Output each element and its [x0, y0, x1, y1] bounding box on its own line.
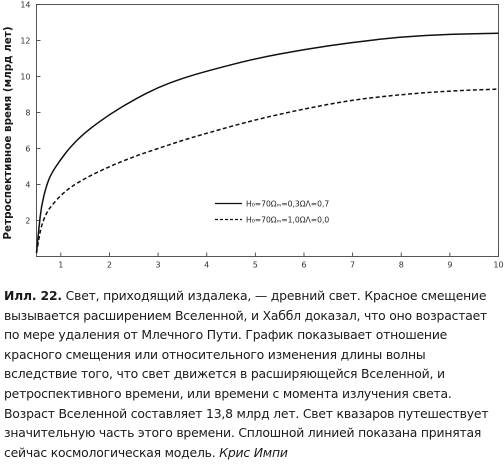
- y-tick-label: 14: [20, 1, 30, 10]
- caption-author: Крис Импи: [219, 444, 288, 460]
- y-axis-label: Ретроспективное время (млрд лет): [2, 26, 14, 239]
- x-tick-label: 5: [253, 261, 258, 270]
- caption-label: Илл. 22.: [4, 288, 62, 303]
- figure-caption: Илл. 22. Свет, приходящий издалека, — др…: [4, 286, 502, 462]
- legend-label: H₀=70Ωₘ=1,0ΩΛ=0,0: [246, 216, 329, 225]
- y-tick-label: 6: [25, 145, 30, 154]
- x-tick-label: 10: [493, 261, 503, 270]
- x-tick-label: 6: [301, 261, 306, 270]
- y-tick-label: 4: [25, 181, 30, 190]
- x-tick-label: 9: [447, 261, 452, 270]
- legend: H₀=70Ωₘ=0,3ΩΛ=0,7 H₀=70Ωₘ=1,0ΩΛ=0,0: [215, 200, 329, 225]
- x-tick-label: 4: [204, 261, 209, 270]
- y-tick-label: 8: [25, 109, 30, 118]
- legend-label: H₀=70Ωₘ=0,3ΩΛ=0,7: [246, 200, 329, 209]
- y-axis-ticks: 2 4 6 8 10 12 14: [20, 1, 41, 226]
- x-tick-label: 8: [399, 261, 404, 270]
- caption-text: Свет, приходящий издалека, — древний све…: [4, 288, 489, 460]
- y-tick-label: 10: [20, 73, 30, 82]
- y-tick-label: 2: [25, 217, 30, 226]
- x-tick-label: 3: [156, 261, 161, 270]
- dashed-series-line: [35, 88, 499, 254]
- y-tick-label: 12: [20, 37, 30, 46]
- x-tick-label: 7: [350, 261, 355, 270]
- x-axis-ticks: 1 2 3 4 5 6 7 8 9 10: [58, 252, 504, 270]
- series-layer: [35, 32, 499, 254]
- plot-frame: [36, 4, 499, 257]
- x-tick-label: 1: [58, 261, 63, 270]
- x-tick-label: 2: [107, 261, 112, 270]
- solid-series-line: [35, 32, 499, 253]
